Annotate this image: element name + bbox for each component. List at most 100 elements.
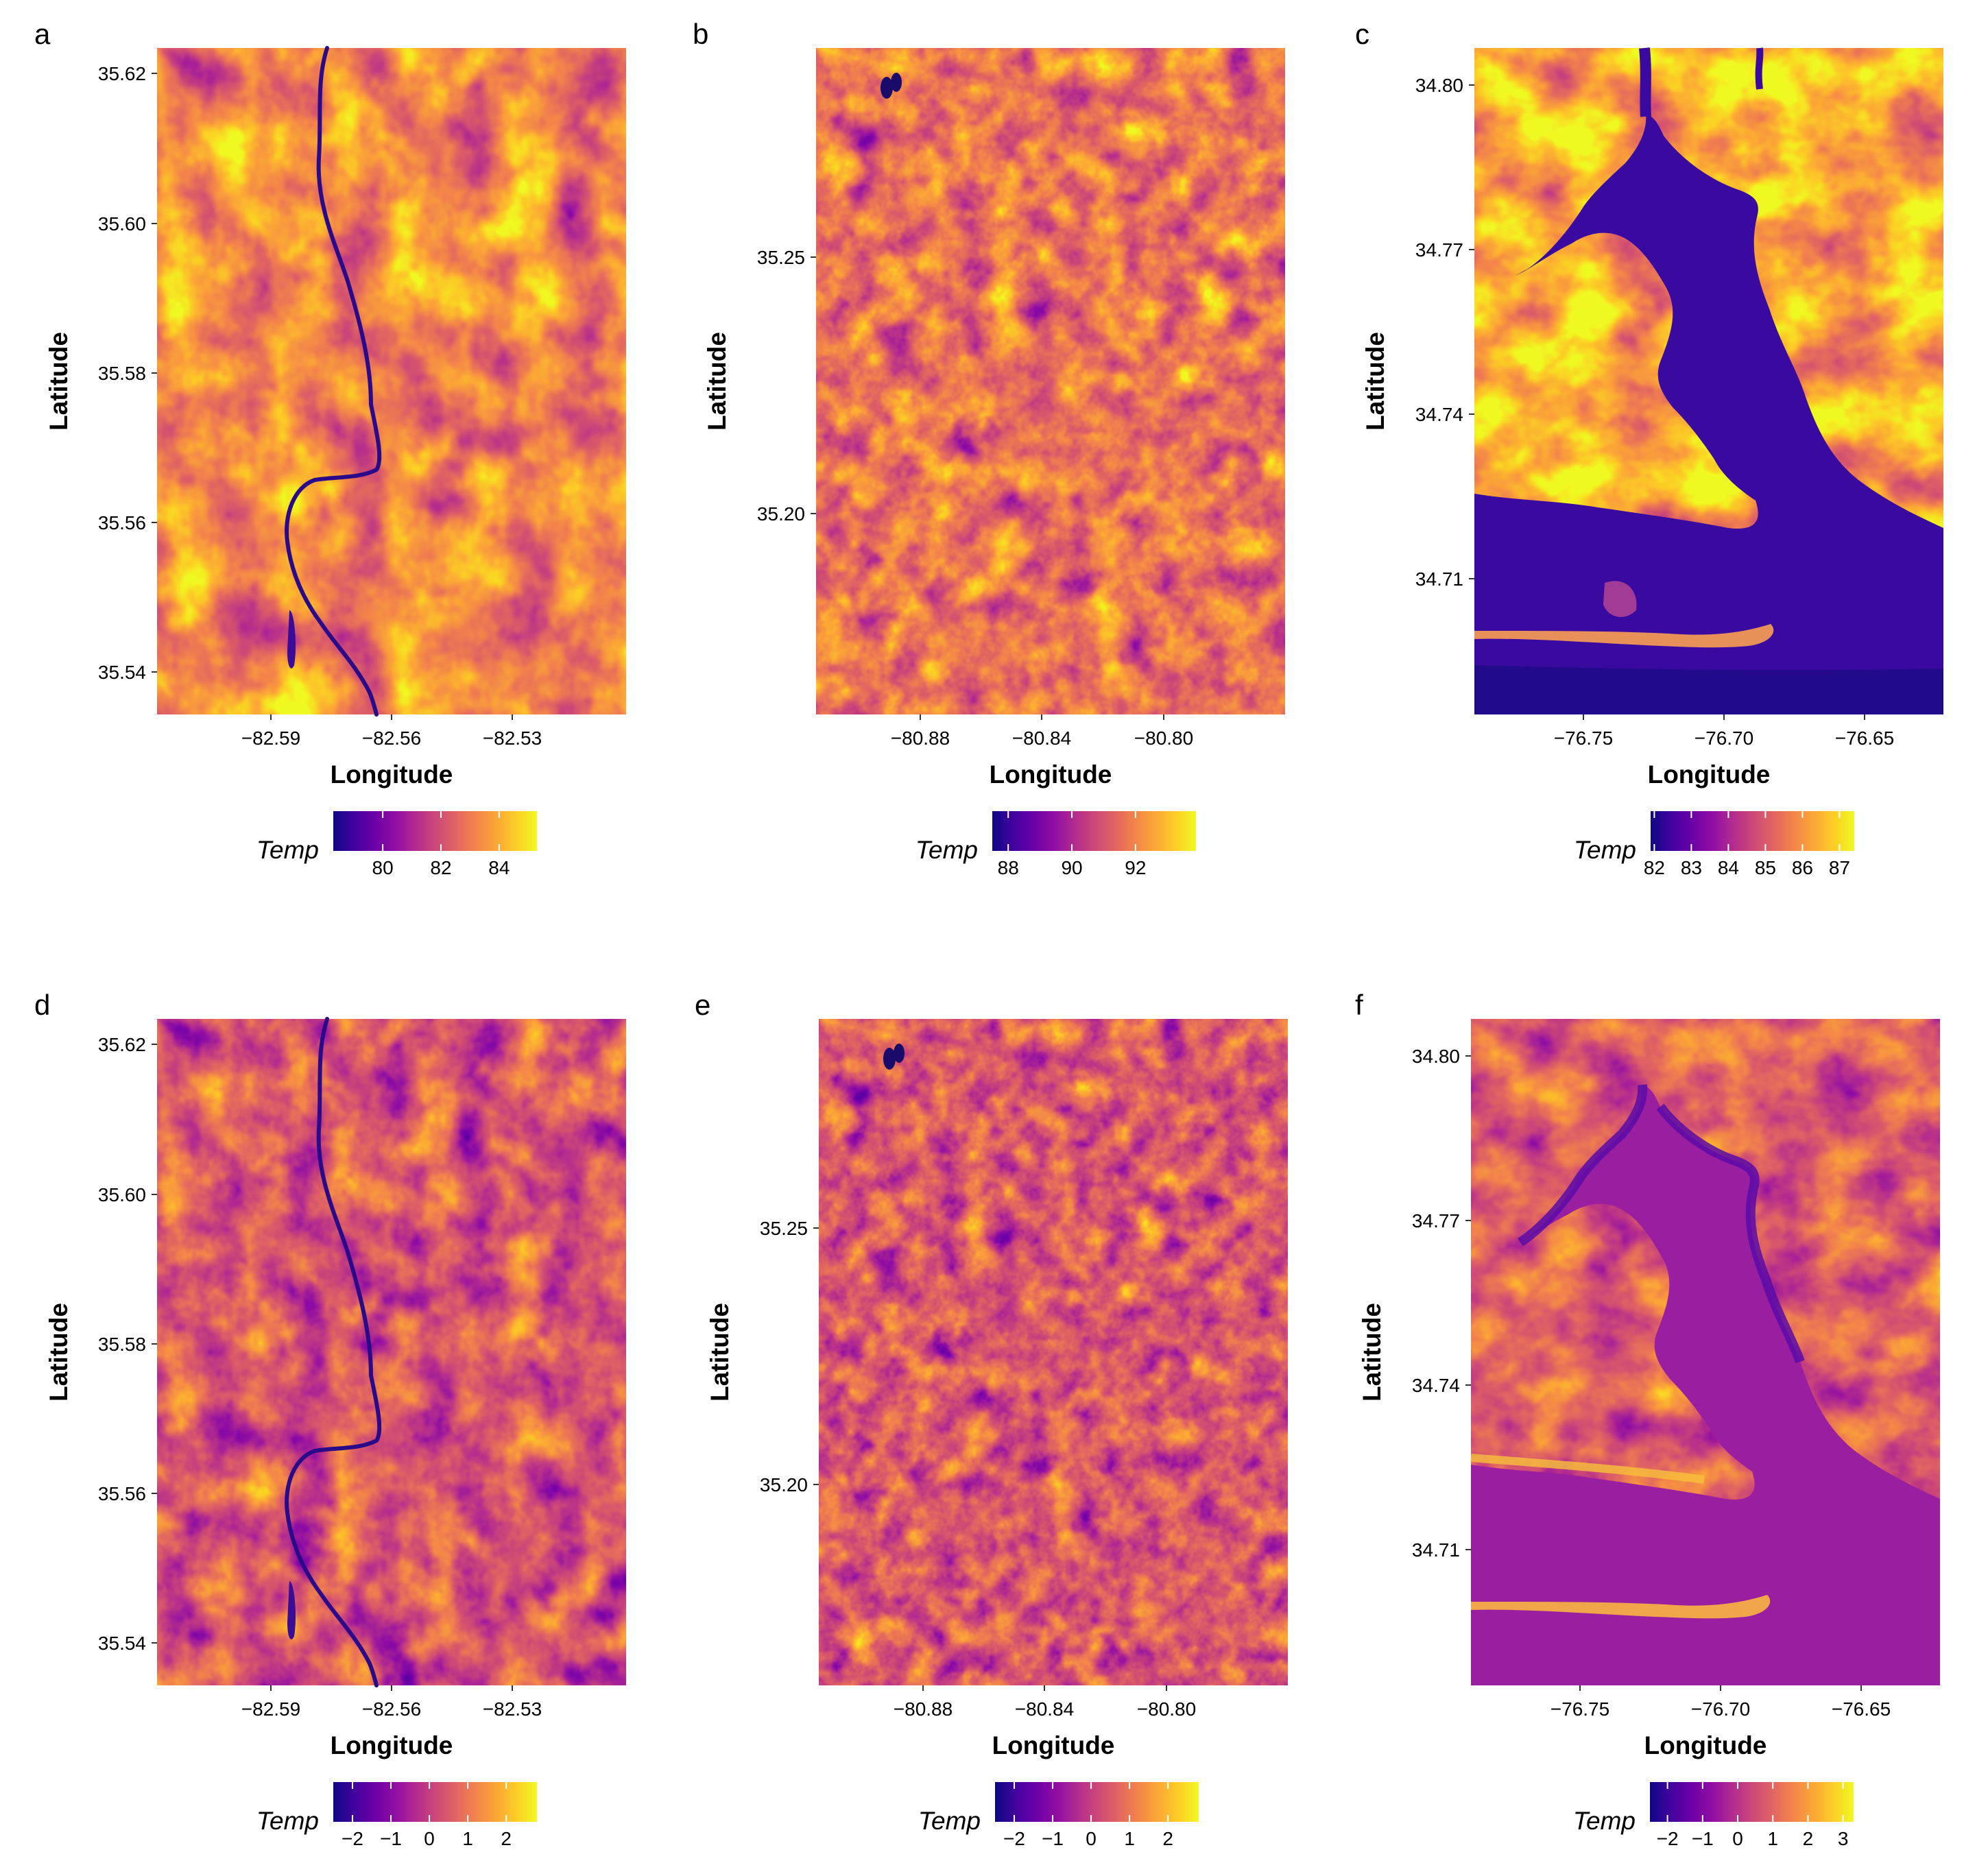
x-axis-title: Longitude	[331, 760, 453, 789]
panel-d: d 35.62 35.60 35.58 35.56 35.54 Latitude…	[34, 989, 626, 1849]
panel-f-x-axis: −76.75 −76.70 −76.65 Longitude	[1550, 1685, 1891, 1759]
legend-tick-label: 83	[1681, 857, 1702, 878]
legend-title: Temp	[1573, 1807, 1636, 1835]
panel-f-label: f	[1355, 989, 1363, 1021]
panel-a-river	[285, 46, 382, 717]
legend-tick-label: 2	[1803, 1828, 1814, 1849]
legend-tick-label: −1	[1042, 1828, 1064, 1849]
y-tick-label: 35.56	[98, 1483, 146, 1504]
legend-colorbar	[333, 1782, 537, 1822]
panel-b: b 35.25 35.20 Latitude −80.88 −80.84 −80…	[693, 18, 1285, 878]
y-tick-label: 35.58	[98, 1334, 146, 1355]
panel-e-pond	[883, 1048, 896, 1070]
panel-e-pond	[894, 1044, 905, 1063]
panel-f-y-axis: 34.80 34.77 34.74 34.71 Latitude	[1358, 1046, 1471, 1561]
panel-a-label: a	[34, 18, 51, 50]
legend-tick-label: 0	[1086, 1828, 1097, 1849]
legend-tick-label: −1	[1692, 1828, 1714, 1849]
legend-ticks: −2 −1 0 1 2 3	[1657, 1782, 1849, 1849]
panel-c-x-axis: −76.75 −76.70 −76.65 Longitude	[1554, 714, 1894, 789]
legend-tick-label: 86	[1792, 857, 1813, 878]
x-tick-label: −82.53	[483, 1698, 542, 1720]
y-tick-label: 34.80	[1412, 1046, 1460, 1067]
x-axis-title: Longitude	[331, 1731, 453, 1759]
y-tick-label: 35.25	[757, 247, 805, 268]
x-tick-label: −82.56	[362, 727, 421, 749]
legend-colorbar	[333, 811, 537, 851]
y-tick-label: 35.20	[760, 1474, 808, 1495]
y-axis-title: Latitude	[1361, 332, 1389, 431]
legend-title: Temp	[256, 1807, 319, 1835]
panel-c-y-axis: 34.80 34.77 34.74 34.71 Latitude	[1361, 75, 1474, 590]
panel-b-pond	[891, 73, 902, 92]
panel-d-pond	[287, 1581, 296, 1639]
panel-e-heatmap	[819, 1019, 1288, 1685]
panel-a-legend: Temp 80 82 84	[256, 811, 537, 878]
legend-tick-label: 1	[1124, 1828, 1135, 1849]
panel-f-legend: Temp −2 −1 0 1 2 3	[1573, 1782, 1854, 1849]
panel-b-x-axis: −80.88 −80.84 −80.80 Longitude	[891, 714, 1193, 789]
x-tick-label: −76.70	[1694, 727, 1753, 749]
x-tick-label: −82.53	[483, 727, 542, 749]
legend-ticks: 82 83 84 85 86 87	[1644, 811, 1850, 878]
panel-d-y-axis: 35.62 35.60 35.58 35.56 35.54 Latitude	[45, 1034, 157, 1654]
legend-tick-label: −2	[342, 1828, 363, 1849]
y-tick-label: 34.80	[1415, 75, 1463, 96]
legend-tick-label: 3	[1838, 1828, 1849, 1849]
y-tick-label: 34.77	[1412, 1210, 1460, 1231]
legend-tick-label: 1	[1767, 1828, 1778, 1849]
legend-colorbar	[1650, 1782, 1854, 1822]
x-tick-label: −80.88	[894, 1698, 953, 1720]
legend-tick-label: 90	[1061, 857, 1082, 878]
x-tick-label: −80.80	[1137, 1698, 1196, 1720]
x-tick-label: −82.59	[241, 1698, 300, 1720]
y-axis-title: Latitude	[45, 332, 73, 431]
legend-tick-label: 84	[488, 857, 510, 878]
legend-tick-label: −1	[380, 1828, 402, 1849]
panel-e-y-axis: 35.25 35.20 Latitude	[706, 1218, 819, 1495]
legend-tick-label: 82	[1644, 857, 1665, 878]
x-tick-label: −80.84	[1012, 727, 1071, 749]
legend-title: Temp	[915, 836, 978, 864]
panel-c-label: c	[1355, 18, 1369, 50]
x-tick-label: −80.84	[1015, 1698, 1074, 1720]
y-tick-label: 34.74	[1415, 404, 1463, 425]
panel-b-legend: Temp 88 90 92	[915, 811, 1196, 878]
panel-d-plot	[157, 1017, 626, 1687]
y-axis-title: Latitude	[706, 1303, 734, 1402]
panel-d-x-axis: −82.59 −82.56 −82.53 Longitude	[241, 1685, 542, 1759]
y-tick-label: 35.20	[757, 503, 805, 525]
panel-b-y-axis: 35.25 35.20 Latitude	[703, 247, 816, 525]
panel-c-channel	[1755, 47, 1764, 90]
legend-tick-label: 87	[1829, 857, 1850, 878]
panel-f-shoreline-glow	[1470, 1454, 1705, 1484]
y-tick-label: 34.71	[1415, 568, 1463, 590]
panel-e-plot	[819, 1019, 1288, 1685]
y-tick-label: 34.77	[1415, 239, 1463, 261]
y-tick-label: 35.62	[98, 63, 146, 84]
legend-tick-label: 82	[430, 857, 451, 878]
legend-tick-label: 84	[1718, 857, 1739, 878]
legend-title: Temp	[918, 1807, 981, 1835]
x-tick-label: −80.80	[1134, 727, 1193, 749]
panel-c-channel	[1639, 47, 1651, 117]
legend-tick-label: −2	[1657, 1828, 1679, 1849]
legend-colorbar	[992, 811, 1196, 851]
x-axis-title: Longitude	[1644, 1731, 1767, 1759]
y-tick-label: 35.58	[98, 363, 146, 384]
y-tick-label: 34.71	[1412, 1539, 1460, 1561]
panel-c-shoal	[1603, 581, 1637, 617]
legend-tick-label: 2	[501, 1828, 512, 1849]
panel-b-heatmap	[816, 48, 1285, 714]
x-axis-title: Longitude	[1648, 760, 1771, 789]
legend-title: Temp	[256, 836, 319, 864]
legend-tick-label: 2	[1162, 1828, 1173, 1849]
x-tick-label: −76.75	[1550, 1698, 1609, 1720]
legend-tick-label: 0	[1732, 1828, 1743, 1849]
panel-a-heatmap	[157, 48, 626, 714]
y-axis-title: Latitude	[45, 1303, 73, 1402]
panel-d-heatmap	[157, 1019, 626, 1685]
y-tick-label: 35.25	[760, 1218, 808, 1239]
legend-tick-label: 1	[462, 1828, 473, 1849]
panel-e-legend: Temp −2 −1 0 1 2	[918, 1782, 1199, 1849]
